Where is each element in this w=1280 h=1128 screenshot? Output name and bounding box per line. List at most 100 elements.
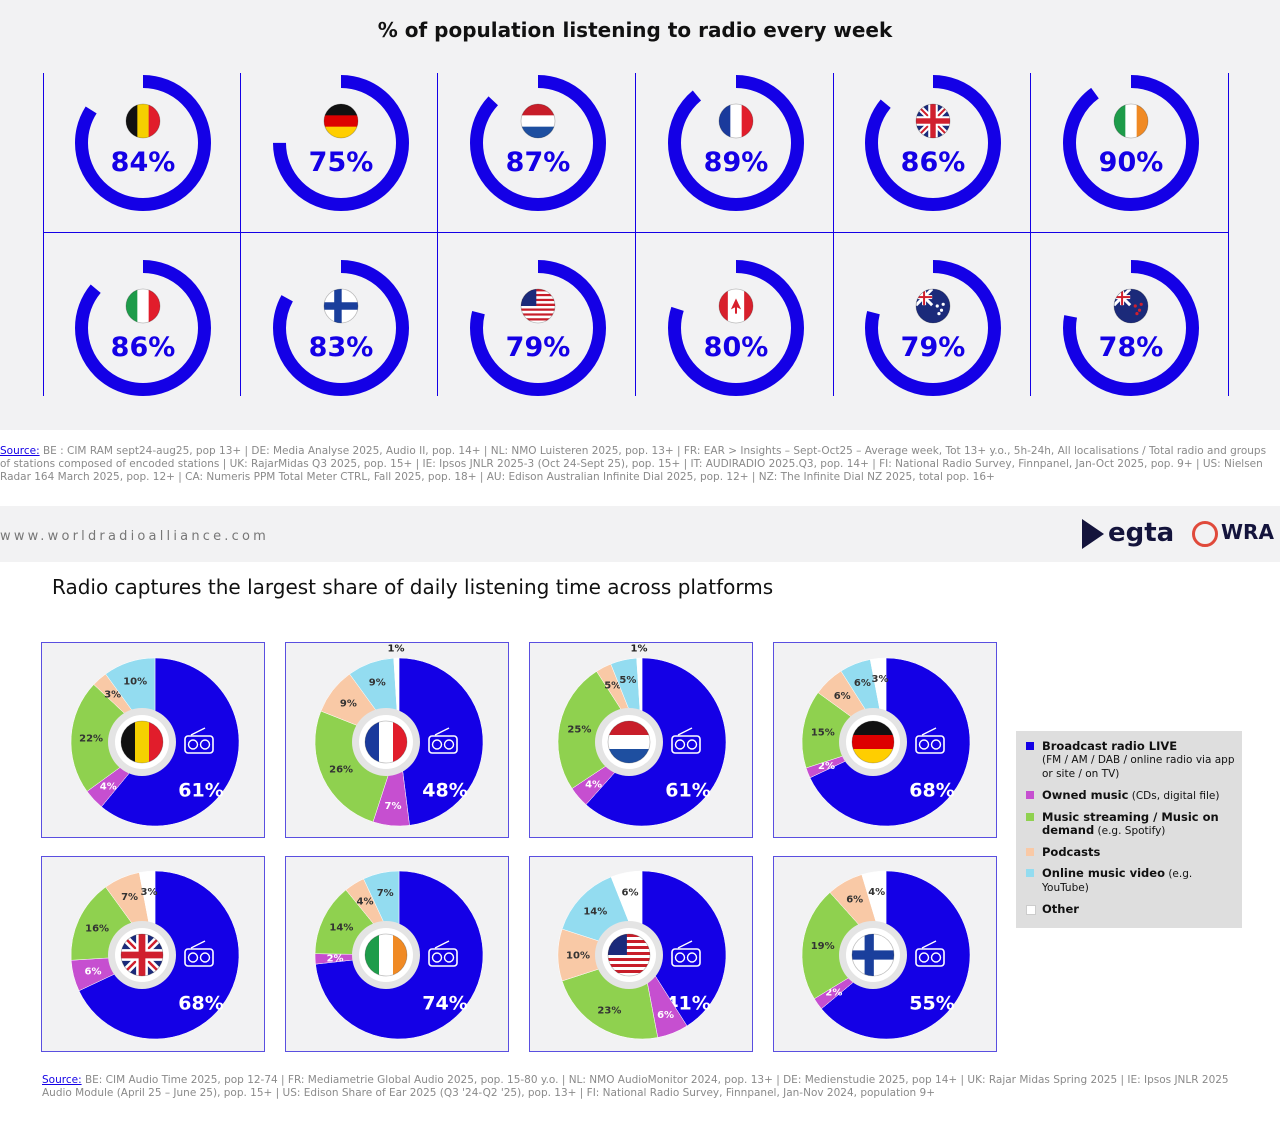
pie-value-label: 14%	[583, 907, 607, 918]
legend-sublabel: (FM / AM / DAB / online radio via app or…	[1042, 754, 1235, 780]
footer-strip: www.worldradioalliance.com egta WRA	[0, 506, 1280, 562]
flag-fi-icon	[852, 934, 894, 976]
radio-icon	[671, 940, 701, 967]
share-pie-fi: 55% 2% 19% 6% 4%	[801, 870, 971, 1040]
flag-au-icon	[916, 289, 950, 323]
legend-sublabel: (e.g. YouTube)	[1042, 868, 1193, 894]
flag-nl-icon	[608, 721, 650, 763]
wra-logo: WRA	[1192, 520, 1274, 547]
flag-uk-icon	[916, 104, 950, 138]
pie-value-label: 7%	[377, 888, 394, 899]
legend-sublabel: (e.g. Spotify)	[1094, 825, 1166, 837]
grid-line	[240, 73, 241, 396]
pie-value-label: 4%	[868, 887, 885, 898]
pie-value-label: 6%	[85, 966, 102, 977]
website-link[interactable]: www.worldradioalliance.com	[0, 529, 270, 544]
pie-value-label: 55%	[909, 993, 954, 1015]
grid-line	[1030, 73, 1031, 396]
share-pie-fr: 48% 7% 26% 9% 9% 1%	[314, 644, 484, 827]
reach-arc	[865, 260, 1001, 396]
reach-arc	[470, 260, 606, 396]
share-pie-us: 41%6%23%10%14%6%	[557, 870, 727, 1040]
pie-value-label: 61%	[665, 780, 710, 802]
share-pie-de: 68%2%15%6%6% 3%	[801, 657, 971, 827]
reach-arc	[668, 260, 804, 396]
share-pie-be: 61% 4% 22% 3%10%	[70, 657, 240, 827]
pie-value-label: 9%	[340, 698, 357, 709]
pie-value-label: 10%	[123, 677, 147, 688]
flag-uk-icon	[121, 934, 163, 976]
reach-donut-uk: 86%	[865, 75, 1001, 211]
pie-value-label: 19%	[811, 941, 835, 952]
reach-value-label: 84%	[111, 147, 176, 178]
radio-icon	[184, 727, 214, 754]
pie-value-label: 48%	[422, 780, 467, 802]
pie-value-label: 2%	[818, 761, 835, 772]
pie-value-label: 6%	[834, 691, 851, 702]
reach-donut-de: 75%	[273, 75, 409, 211]
pie-value-label: 74%	[422, 993, 467, 1015]
wra-mark-icon	[1192, 520, 1218, 547]
share-pie-ie: 74% 2% 14% 4%7%	[314, 870, 484, 1040]
legend-item: Owned music (CDs, digital file)	[1026, 789, 1236, 803]
pie-value-label: 4%	[100, 781, 117, 792]
pie-value-label: 6%	[854, 678, 871, 689]
radio-icon	[428, 940, 458, 967]
pie-value-label: 68%	[178, 993, 223, 1015]
reach-arc	[668, 75, 804, 211]
radio-icon	[428, 727, 458, 754]
flag-fr-icon	[365, 721, 407, 763]
weekly-reach-section: % of population listening to radio every…	[0, 0, 1280, 430]
weekly-source-note: Source: BE : CIM RAM sept24-aug25, pop 1…	[0, 445, 1278, 484]
legend-label: Other	[1042, 902, 1079, 916]
pie-value-label: 3%	[872, 674, 889, 685]
flag-ie-icon	[1114, 104, 1148, 138]
flag-nl-icon	[521, 104, 555, 138]
reach-value-label: 86%	[111, 332, 176, 363]
legend-item: Other	[1026, 903, 1236, 916]
legend-swatch	[1026, 813, 1034, 821]
reach-value-label: 86%	[901, 147, 966, 178]
reach-arc	[75, 260, 211, 396]
pie-value-label: 7%	[121, 892, 138, 903]
pie-value-label: 25%	[567, 724, 591, 735]
grid-line	[833, 73, 834, 396]
reach-arc	[1063, 75, 1199, 211]
flag-fi-icon	[324, 289, 358, 323]
reach-donut-fr: 89%	[668, 75, 804, 211]
reach-arc	[865, 75, 1001, 211]
radio-icon	[184, 940, 214, 967]
pie-value-label: 9%	[369, 677, 386, 688]
share-title: Radio captures the largest share of dail…	[52, 575, 774, 599]
flag-nz-icon	[1114, 289, 1148, 323]
pie-value-label: 23%	[597, 1006, 621, 1017]
legend-swatch	[1026, 869, 1034, 877]
legend-label: Online music video	[1042, 866, 1165, 880]
legend-item: Podcasts	[1026, 846, 1236, 859]
radio-icon	[915, 727, 945, 754]
legend-label: Broadcast radio LIVE	[1042, 739, 1178, 753]
share-pie-nl: 61% 4% 25% 5%5% 1%	[557, 644, 727, 827]
pie-value-label: 14%	[329, 923, 353, 934]
pie-value-label: 5%	[604, 681, 621, 692]
grid-line	[43, 73, 44, 396]
legend-swatch	[1026, 791, 1034, 799]
reach-donut-fi: 83%	[273, 260, 409, 396]
flag-ie-icon	[365, 934, 407, 976]
flag-de-icon	[324, 104, 358, 138]
pie-value-label: 4%	[585, 779, 602, 790]
flag-ca-icon	[719, 289, 753, 323]
radio-icon	[671, 727, 701, 754]
reach-donut-us: 79%	[470, 260, 606, 396]
pie-value-label: 5%	[619, 675, 636, 686]
reach-donut-au: 79%	[865, 260, 1001, 396]
radio-icon	[915, 940, 945, 967]
reach-value-label: 80%	[704, 332, 769, 363]
reach-donut-nl: 87%	[470, 75, 606, 211]
share-source-label: Source:	[42, 1074, 82, 1086]
flag-fr-icon	[719, 104, 753, 138]
weekly-source-text: BE : CIM RAM sept24-aug25, pop 13+ | DE:…	[0, 445, 1267, 483]
legend-label: Owned music	[1042, 788, 1129, 802]
pie-value-label: 1%	[631, 644, 648, 655]
